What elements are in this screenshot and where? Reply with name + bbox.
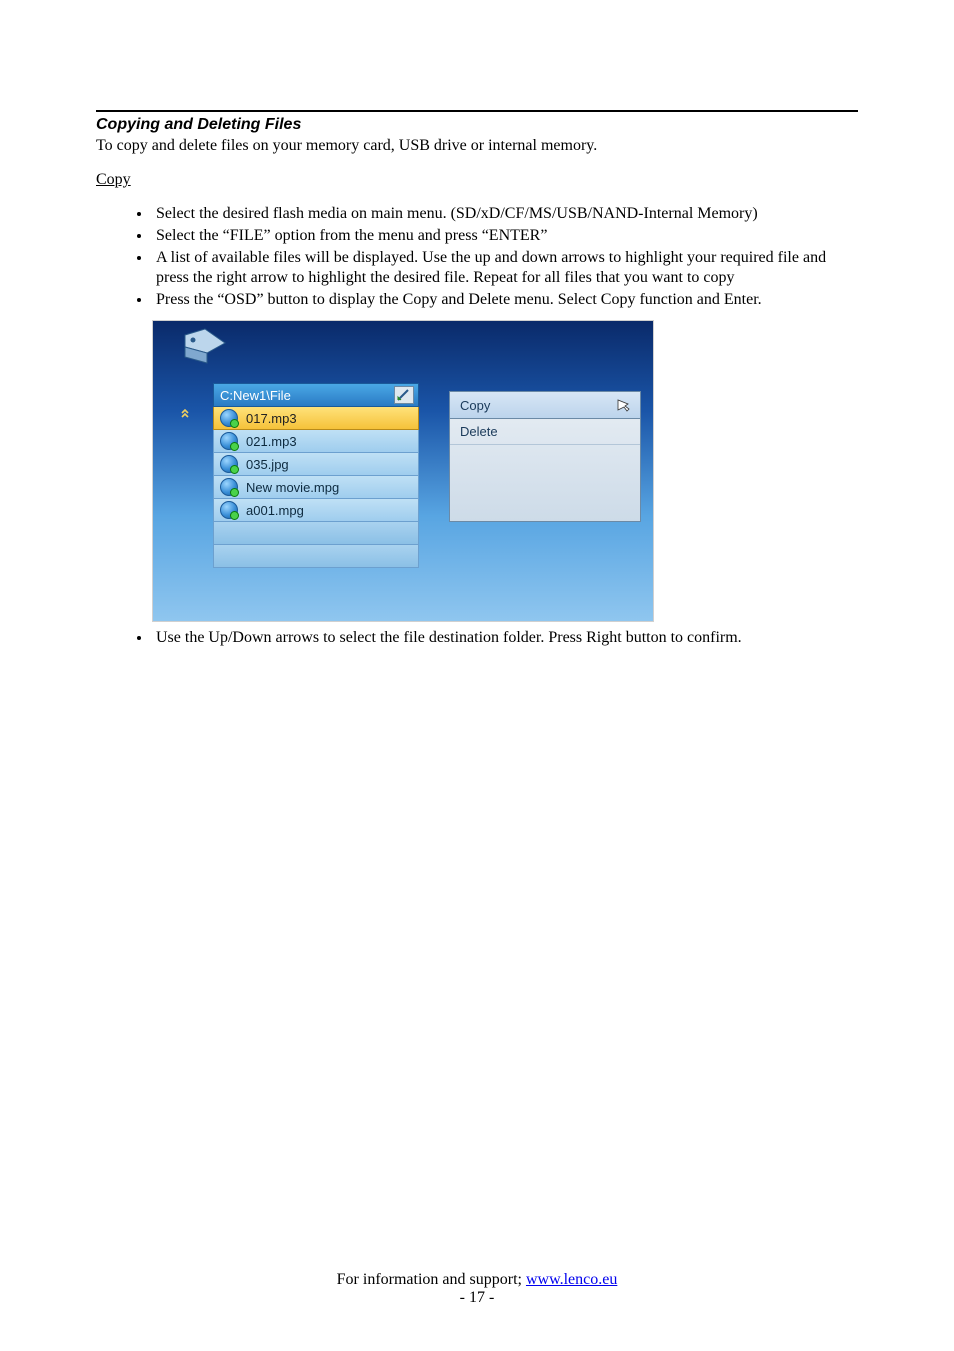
tag-icon bbox=[181, 327, 227, 367]
footer-prefix: For information and support; bbox=[337, 1271, 526, 1288]
bullets-bottom: Use the Up/Down arrows to select the fil… bbox=[96, 628, 858, 648]
file-icon bbox=[220, 409, 238, 427]
menu-item-copy[interactable]: Copy bbox=[449, 391, 641, 419]
section-heading: Copying and Deleting Files bbox=[96, 116, 858, 134]
bullet-item: A list of available files will be displa… bbox=[152, 248, 858, 288]
subheading-copy: Copy bbox=[96, 170, 858, 190]
file-row[interactable]: 017.mp3 bbox=[213, 407, 419, 430]
page: Copying and Deleting Files To copy and d… bbox=[0, 0, 954, 1351]
file-name: New movie.mpg bbox=[246, 480, 339, 495]
file-name: 035.jpg bbox=[246, 457, 289, 472]
file-icon bbox=[220, 455, 238, 473]
cursor-icon bbox=[616, 398, 630, 412]
bullet-item: Use the Up/Down arrows to select the fil… bbox=[152, 628, 858, 648]
file-icon bbox=[220, 432, 238, 450]
up-down-indicator-icon bbox=[181, 407, 199, 417]
file-name: a001.mpg bbox=[246, 503, 304, 518]
menu-item-label: Copy bbox=[460, 398, 490, 413]
bullets-top: Select the desired flash media on main m… bbox=[96, 204, 858, 310]
menu-empty bbox=[450, 445, 640, 521]
path-bar: C:New1\File bbox=[213, 383, 419, 407]
file-row[interactable]: 035.jpg bbox=[213, 453, 419, 476]
file-icon bbox=[220, 501, 238, 519]
file-icon bbox=[220, 478, 238, 496]
intro-paragraph: To copy and delete files on your memory … bbox=[96, 136, 858, 156]
file-row-empty bbox=[213, 545, 419, 568]
bullet-item: Press the “OSD” button to display the Co… bbox=[152, 290, 858, 310]
rule bbox=[96, 110, 858, 112]
file-row[interactable]: a001.mpg bbox=[213, 499, 419, 522]
file-browser-screenshot: C:New1\File 017.mp3 021.mp3 035.jpg New mov… bbox=[152, 320, 654, 622]
file-row[interactable]: 021.mp3 bbox=[213, 430, 419, 453]
path-text: C:New1\File bbox=[220, 388, 291, 403]
screenshot-container: C:New1\File 017.mp3 021.mp3 035.jpg New mov… bbox=[152, 320, 858, 622]
bullet-item: Select the desired flash media on main m… bbox=[152, 204, 858, 224]
page-number: - 17 - bbox=[0, 1289, 954, 1307]
context-menu: Copy Delete bbox=[449, 391, 641, 522]
file-name: 021.mp3 bbox=[246, 434, 297, 449]
footer-link[interactable]: www.lenco.eu bbox=[526, 1271, 617, 1288]
file-row-empty bbox=[213, 522, 419, 545]
bullet-item: Select the “FILE” option from the menu a… bbox=[152, 226, 858, 246]
menu-item-delete[interactable]: Delete bbox=[450, 418, 640, 445]
page-footer: For information and support; www.lenco.e… bbox=[0, 1271, 954, 1307]
menu-item-label: Delete bbox=[460, 424, 498, 439]
file-list: C:New1\File 017.mp3 021.mp3 035.jpg New mov… bbox=[213, 383, 419, 568]
file-name: 017.mp3 bbox=[246, 411, 297, 426]
edit-path-icon[interactable] bbox=[394, 386, 414, 404]
file-row[interactable]: New movie.mpg bbox=[213, 476, 419, 499]
